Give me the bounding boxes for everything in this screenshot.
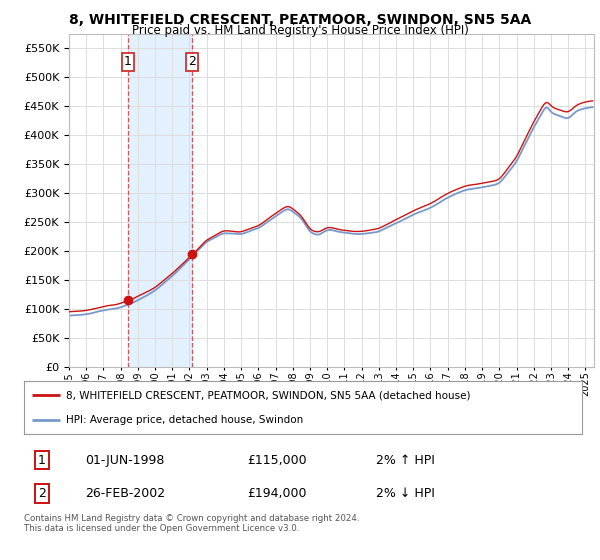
- Text: 2: 2: [38, 487, 46, 500]
- Text: 2: 2: [188, 55, 196, 68]
- Text: 8, WHITEFIELD CRESCENT, PEATMOOR, SWINDON, SN5 5AA: 8, WHITEFIELD CRESCENT, PEATMOOR, SWINDO…: [69, 13, 531, 27]
- Text: 1: 1: [124, 55, 132, 68]
- Text: HPI: Average price, detached house, Swindon: HPI: Average price, detached house, Swin…: [66, 414, 303, 424]
- Bar: [128, 34, 192, 367]
- Text: 2% ↑ HPI: 2% ↑ HPI: [376, 454, 434, 466]
- Text: 26-FEB-2002: 26-FEB-2002: [85, 487, 166, 500]
- Text: £115,000: £115,000: [247, 454, 307, 466]
- Text: Price paid vs. HM Land Registry's House Price Index (HPI): Price paid vs. HM Land Registry's House …: [131, 24, 469, 36]
- Text: 1: 1: [38, 454, 46, 466]
- Text: 01-JUN-1998: 01-JUN-1998: [85, 454, 165, 466]
- Text: Contains HM Land Registry data © Crown copyright and database right 2024.
This d: Contains HM Land Registry data © Crown c…: [24, 514, 359, 534]
- Text: 8, WHITEFIELD CRESCENT, PEATMOOR, SWINDON, SN5 5AA (detached house): 8, WHITEFIELD CRESCENT, PEATMOOR, SWINDO…: [66, 390, 470, 400]
- Text: £194,000: £194,000: [247, 487, 307, 500]
- Text: 2% ↓ HPI: 2% ↓ HPI: [376, 487, 434, 500]
